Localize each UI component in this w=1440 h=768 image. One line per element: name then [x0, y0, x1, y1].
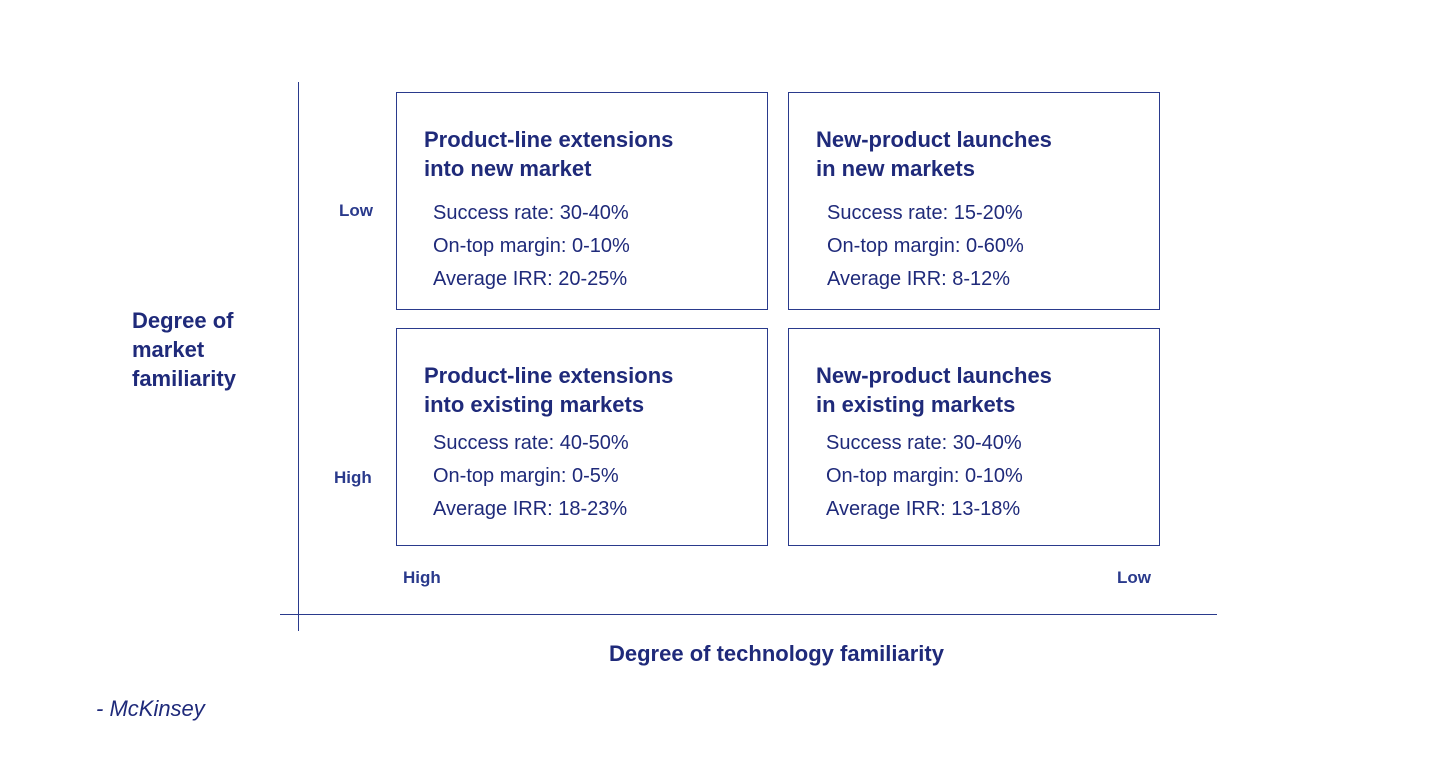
success-rate: Success rate: 30-40% [826, 432, 1022, 454]
on-top-margin: On-top margin: 0-5% [433, 465, 619, 487]
on-top-margin: On-top margin: 0-60% [827, 235, 1024, 257]
quadrant-title-line: Product-line extensions [424, 363, 674, 388]
average-irr: Average IRR: 18-23% [433, 498, 628, 520]
quadrant-top-right: New-product launches in new markets Succ… [788, 92, 1160, 310]
success-rate: Success rate: 40-50% [433, 432, 629, 454]
x-axis-title: Degree of technology familiarity [609, 641, 944, 666]
quadrant-metrics: Success rate: 15-20% On-top margin: 0-60… [827, 197, 1024, 296]
quadrant-title: New-product launches in existing markets [816, 361, 1052, 419]
quadrant-title-line: into existing markets [424, 392, 645, 417]
quadrant-metrics: Success rate: 40-50% On-top margin: 0-5%… [433, 427, 629, 526]
quadrant-top-left: Product-line extensions into new market … [396, 92, 768, 310]
average-irr: Average IRR: 13-18% [826, 498, 1021, 520]
source-attribution: - McKinsey [96, 696, 205, 721]
y-axis-high-label: High [334, 468, 372, 487]
x-axis-high-label: High [403, 568, 441, 587]
average-irr: Average IRR: 20-25% [433, 268, 628, 290]
y-axis-title-line: Degree of [132, 308, 234, 333]
quadrant-bottom-left: Product-line extensions into existing ma… [396, 328, 768, 546]
quadrant-title-line: Product-line extensions [424, 127, 674, 152]
quadrant-title: New-product launches in new markets [816, 125, 1052, 183]
quadrant-title-line: New-product launches [816, 127, 1052, 152]
success-rate: Success rate: 30-40% [433, 202, 629, 224]
quadrant-title: Product-line extensions into existing ma… [424, 361, 673, 419]
y-axis-title-line: familiarity [132, 366, 236, 391]
quadrant-title-line: into new market [424, 156, 592, 181]
quadrant-bottom-right: New-product launches in existing markets… [788, 328, 1160, 546]
quadrant-title-line: in existing markets [816, 392, 1016, 417]
y-axis-line [298, 82, 299, 631]
quadrant-title-line: New-product launches [816, 363, 1052, 388]
x-axis-line [280, 614, 1217, 615]
on-top-margin: On-top margin: 0-10% [433, 235, 630, 257]
y-axis-low-label: Low [339, 201, 373, 220]
success-rate: Success rate: 15-20% [827, 202, 1023, 224]
x-axis-low-label: Low [1117, 568, 1151, 587]
average-irr: Average IRR: 8-12% [827, 268, 1011, 290]
quadrant-title: Product-line extensions into new market [424, 125, 673, 183]
y-axis-title-line: market [132, 337, 205, 362]
y-axis-title: Degree of market familiarity [132, 306, 236, 393]
on-top-margin: On-top margin: 0-10% [826, 465, 1023, 487]
quadrant-metrics: Success rate: 30-40% On-top margin: 0-10… [826, 427, 1023, 526]
quadrant-metrics: Success rate: 30-40% On-top margin: 0-10… [433, 197, 630, 296]
quadrant-title-line: in new markets [816, 156, 975, 181]
